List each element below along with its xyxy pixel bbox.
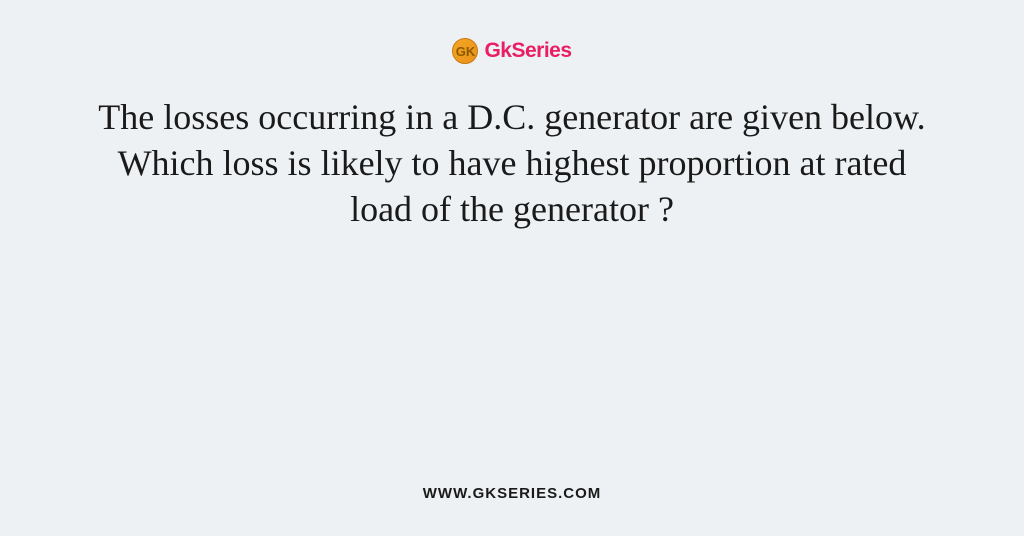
- logo-icon: GK: [452, 38, 478, 64]
- logo-row: GK GkSeries: [452, 38, 571, 64]
- brand-text: GkSeries: [484, 39, 571, 63]
- footer-url: WWW.GKSERIES.COM: [0, 485, 1024, 502]
- content-container: GK GkSeries The losses occurring in a D.…: [0, 0, 1024, 536]
- logo-icon-text: GK: [456, 44, 476, 59]
- question-text: The losses occurring in a D.C. generator…: [87, 94, 937, 232]
